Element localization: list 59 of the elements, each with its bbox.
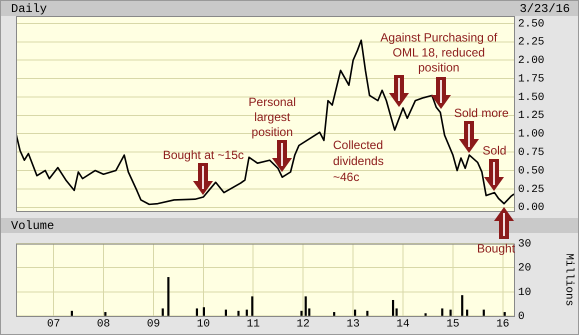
y-tick-label: 0.75 — [518, 147, 544, 160]
bar — [202, 307, 205, 316]
x-tick-label: 14 — [396, 318, 410, 331]
annotation: Against Purchasing of OML 18, reduced position — [380, 30, 498, 74]
annotation: Sold more — [454, 106, 509, 120]
x-tick-label: 15 — [446, 318, 460, 331]
y-tick-label: 20 — [518, 262, 532, 275]
bar — [504, 312, 506, 316]
y-tick-label: 0.00 — [518, 202, 544, 214]
bar — [162, 308, 164, 316]
x-tick-label: 16 — [496, 318, 510, 331]
annotation: Collected dividends ~46c — [333, 137, 384, 185]
bar — [224, 310, 227, 316]
bar — [482, 310, 485, 316]
bar — [424, 313, 427, 316]
x-tick-label: 12 — [296, 318, 310, 331]
chart-title: Volume — [11, 219, 54, 233]
y-tick-label: 30 — [518, 238, 532, 251]
bar — [466, 310, 468, 316]
bar — [237, 310, 240, 316]
y-tick-label: 0 — [518, 310, 525, 323]
x-tick-label: 13 — [346, 318, 360, 331]
y-axis-title: Millions — [562, 253, 574, 306]
x-tick-label: 11 — [246, 318, 260, 331]
bar — [70, 310, 73, 316]
y-tick-label: 0.50 — [518, 165, 544, 178]
y-tick-label: 0.25 — [518, 184, 544, 196]
y-tick-label: 1.75 — [518, 73, 544, 86]
y-tick-label: 1.00 — [518, 128, 544, 141]
y-tick-label: 1.50 — [518, 92, 544, 104]
x-tick-label: 07 — [46, 318, 60, 331]
bar — [354, 310, 356, 316]
annotation: Bought at ~15c — [162, 148, 244, 162]
bar — [366, 310, 368, 316]
bar — [104, 312, 106, 316]
chart-title: Daily — [11, 2, 48, 16]
y-tick-label: 10 — [518, 286, 532, 299]
y-tick-label: 2.00 — [518, 55, 544, 68]
bar — [246, 310, 248, 316]
x-tick-label: 09 — [146, 318, 160, 331]
x-tick-label: 10 — [196, 318, 210, 331]
bar — [450, 310, 452, 316]
bar — [333, 312, 336, 316]
x-tick-label: 08 — [96, 318, 110, 331]
y-tick-label: 2.50 — [518, 18, 544, 30]
bar — [461, 295, 464, 316]
bar — [304, 296, 307, 316]
y-tick-label: 1.25 — [518, 110, 544, 122]
annotation: Personal largest position — [248, 95, 296, 140]
y-tick-label: 2.25 — [518, 36, 544, 49]
bar — [441, 308, 444, 316]
bar — [251, 296, 254, 316]
bar — [167, 277, 170, 316]
annotation: Bought — [477, 241, 516, 256]
bar — [196, 308, 198, 316]
bar — [392, 300, 394, 316]
bar — [300, 310, 303, 316]
annotation: Sold — [482, 144, 506, 158]
text: 3/23/16 — [520, 2, 570, 16]
